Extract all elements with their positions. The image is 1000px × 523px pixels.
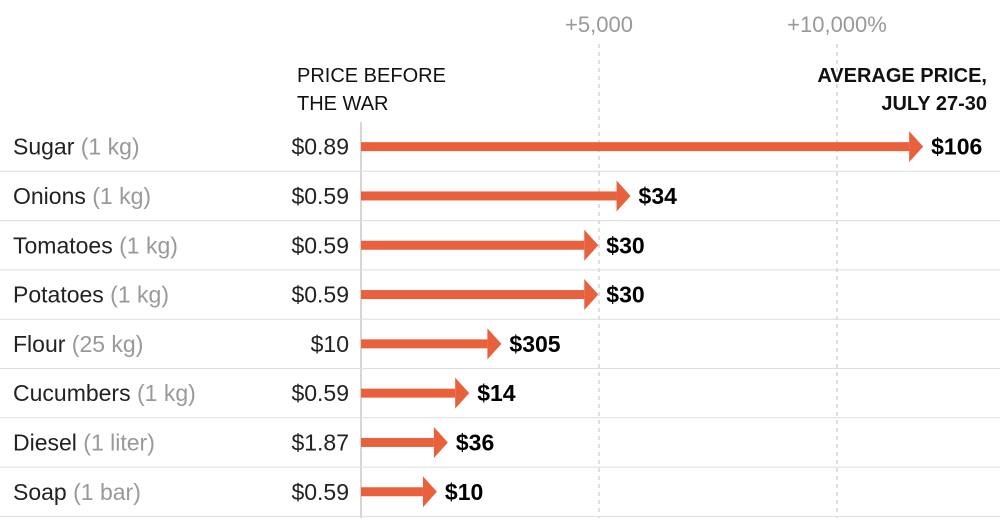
item-name: Flour bbox=[13, 331, 66, 357]
item-unit: (1 kg) bbox=[74, 134, 139, 160]
item-name: Sugar bbox=[13, 134, 75, 160]
rows-layer: Sugar (1 kg) $0.89 $106 Onions (1 kg) $0.59 $… bbox=[0, 131, 1000, 517]
arrow-head bbox=[422, 476, 437, 508]
tick-label-5000: +5,000 bbox=[565, 12, 633, 37]
item-label-soap: Soap (1 bar) bbox=[13, 479, 141, 505]
item-name: Diesel bbox=[13, 429, 77, 455]
item-label-diesel: Diesel (1 liter) bbox=[13, 429, 155, 455]
item-label-onions: Onions (1 kg) bbox=[13, 183, 151, 209]
item-label-tomatoes: Tomatoes (1 kg) bbox=[13, 232, 178, 258]
price-before: $0.89 bbox=[291, 134, 349, 160]
price-after: $30 bbox=[606, 232, 644, 258]
price-after: $30 bbox=[606, 282, 644, 308]
arrow-shaft bbox=[361, 487, 423, 497]
arrow-head bbox=[909, 131, 924, 163]
item-name: Potatoes bbox=[13, 282, 104, 308]
arrow-shaft bbox=[361, 142, 910, 152]
price-after: $14 bbox=[477, 380, 516, 406]
item-unit: (1 kg) bbox=[86, 183, 151, 209]
tick-label-10000: +10,000% bbox=[787, 12, 887, 37]
item-unit: (1 kg) bbox=[104, 282, 169, 308]
price-before: $0.59 bbox=[291, 232, 349, 258]
header-layer: PRICE BEFORE THE WAR AVERAGE PRICE, JULY… bbox=[297, 65, 987, 115]
item-name: Onions bbox=[13, 183, 86, 209]
arrow-head bbox=[433, 426, 448, 458]
item-unit: (1 liter) bbox=[77, 429, 155, 455]
arrow-shaft bbox=[361, 339, 488, 349]
item-name: Tomatoes bbox=[13, 232, 113, 258]
arrow-head bbox=[487, 328, 502, 360]
header-after-line-2: JULY 27-30 bbox=[881, 93, 987, 115]
price-before: $0.59 bbox=[291, 282, 349, 308]
arrow-shaft bbox=[361, 388, 456, 398]
price-before: $1.87 bbox=[291, 429, 349, 455]
arrow-shaft bbox=[361, 437, 434, 447]
price-before: $0.59 bbox=[291, 479, 349, 505]
arrow-head bbox=[584, 229, 599, 261]
header-after-line-1: AVERAGE PRICE, bbox=[817, 65, 987, 87]
item-label-flour: Flour (25 kg) bbox=[13, 331, 143, 357]
item-name: Cucumbers bbox=[13, 380, 131, 406]
price-after: $305 bbox=[509, 331, 560, 357]
item-unit: (25 kg) bbox=[65, 331, 143, 357]
item-name: Soap bbox=[13, 479, 67, 505]
price-before: $0.59 bbox=[291, 380, 349, 406]
item-unit: (1 kg) bbox=[131, 380, 196, 406]
arrow-shaft bbox=[361, 290, 585, 300]
item-unit: (1 bar) bbox=[67, 479, 141, 505]
price-before: $10 bbox=[311, 331, 349, 357]
price-before: $0.59 bbox=[291, 183, 349, 209]
price-after: $10 bbox=[445, 479, 483, 505]
price-after: $34 bbox=[639, 183, 678, 209]
arrow-shaft bbox=[361, 191, 617, 201]
item-label-potatoes: Potatoes (1 kg) bbox=[13, 282, 169, 308]
arrow-head bbox=[584, 279, 599, 311]
price-after: $36 bbox=[456, 429, 494, 455]
item-unit: (1 kg) bbox=[113, 232, 178, 258]
grid-layer: +5,000 +10,000% bbox=[360, 12, 887, 518]
header-before-line-2: THE WAR bbox=[297, 93, 388, 115]
header-before-line-1: PRICE BEFORE bbox=[297, 65, 446, 87]
arrow-head bbox=[455, 377, 470, 409]
item-label-cucumbers: Cucumbers (1 kg) bbox=[13, 380, 196, 406]
price-after: $106 bbox=[931, 134, 982, 160]
arrow-head bbox=[616, 180, 631, 212]
item-label-sugar: Sugar (1 kg) bbox=[13, 134, 140, 160]
arrow-shaft bbox=[361, 240, 585, 250]
